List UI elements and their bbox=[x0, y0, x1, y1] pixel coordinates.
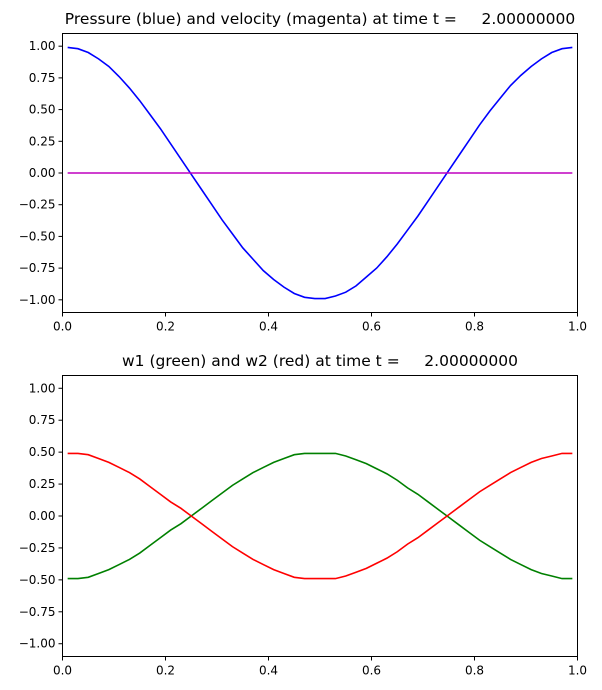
y-tick-label: −1.00 bbox=[19, 637, 56, 651]
chart-title: w1 (green) and w2 (red) at time t = 2.00… bbox=[122, 352, 518, 370]
y-tick-label: −0.25 bbox=[19, 198, 56, 212]
y-tick-label: 0.50 bbox=[29, 103, 56, 117]
x-tick-label: 0.8 bbox=[465, 320, 484, 334]
y-tick-label: 0.75 bbox=[29, 413, 56, 427]
y-tick-label: −0.50 bbox=[19, 573, 56, 587]
x-tick-label: 0.2 bbox=[156, 320, 175, 334]
y-tick-label: 0.50 bbox=[29, 445, 56, 459]
x-tick-label: 0.4 bbox=[259, 320, 278, 334]
x-tick-label: 1.0 bbox=[568, 664, 587, 678]
y-tick-label: 0.25 bbox=[29, 477, 56, 491]
x-tick-label: 0.8 bbox=[465, 664, 484, 678]
chart-title: Pressure (blue) and velocity (magenta) a… bbox=[65, 10, 575, 28]
x-tick-label: 0.2 bbox=[156, 664, 175, 678]
x-tick-label: 0.6 bbox=[362, 664, 381, 678]
w1-w2-panel: w1 (green) and w2 (red) at time t = 2.00… bbox=[19, 352, 587, 678]
pressure-velocity-panel: Pressure (blue) and velocity (magenta) a… bbox=[19, 10, 587, 334]
y-tick-label: 1.00 bbox=[29, 381, 56, 395]
series-line-1 bbox=[67, 452, 573, 580]
x-tick-label: 1.0 bbox=[568, 320, 587, 334]
x-tick-label: 0.6 bbox=[362, 320, 381, 334]
plot-marks bbox=[67, 452, 573, 580]
plot-marks bbox=[67, 46, 573, 300]
y-tick-label: −0.50 bbox=[19, 229, 56, 243]
y-tick-label: 0.75 bbox=[29, 71, 56, 85]
x-tick-label: 0.0 bbox=[53, 320, 72, 334]
series-line-0 bbox=[67, 46, 573, 300]
y-tick-label: −0.75 bbox=[19, 605, 56, 619]
axes: 0.0 0.2 0.4 0.6 0.8 1.0 1.00 0.75 0.50 0.25 0.00 −0… bbox=[19, 39, 587, 333]
x-tick-label: 0.4 bbox=[259, 664, 278, 678]
y-tick-label: −1.00 bbox=[19, 293, 56, 307]
y-tick-label: 0.00 bbox=[29, 166, 56, 180]
x-tick-label: 0.0 bbox=[53, 664, 72, 678]
y-tick-label: −0.25 bbox=[19, 541, 56, 555]
series-line-0 bbox=[67, 452, 573, 580]
y-tick-label: 1.00 bbox=[29, 39, 56, 53]
axes: 0.0 0.2 0.4 0.6 0.8 1.0 1.00 0.75 0.50 0.25 0.00 −0… bbox=[19, 381, 587, 677]
y-tick-label: 0.00 bbox=[29, 509, 56, 523]
y-tick-label: −0.75 bbox=[19, 261, 56, 275]
y-tick-label: 0.25 bbox=[29, 134, 56, 148]
